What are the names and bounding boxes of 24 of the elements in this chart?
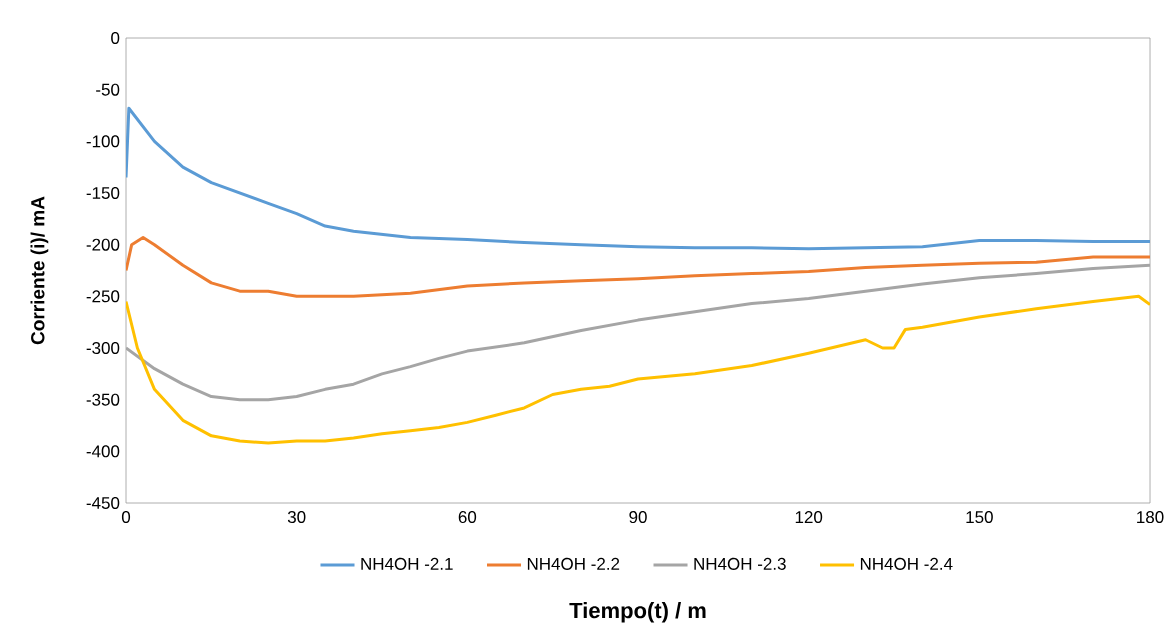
x-tick-label: 0 bbox=[121, 511, 131, 524]
legend-label: NH4OH -2.2 bbox=[527, 557, 620, 570]
y-tick-label: -150 bbox=[86, 186, 120, 200]
y-tick-label: -100 bbox=[86, 135, 120, 148]
legend-label: NH4OH -2.3 bbox=[694, 557, 786, 570]
x-axis-title: Tiempo(t) / m bbox=[569, 602, 706, 623]
y-tick-label: -300 bbox=[86, 341, 120, 355]
line-series bbox=[126, 294, 1151, 445]
x-tick-label: 60 bbox=[458, 511, 477, 524]
y-tick-label: -450 bbox=[86, 496, 120, 510]
y-tick-label: -250 bbox=[86, 290, 120, 303]
x-tick-label: 150 bbox=[966, 511, 993, 524]
legend-label: NH4OH -2.1 bbox=[361, 557, 453, 570]
y-tick-label: -350 bbox=[86, 393, 120, 406]
y-tick-label: -400 bbox=[86, 445, 120, 458]
x-tick-label: 30 bbox=[287, 511, 306, 524]
x-tick-label: 90 bbox=[629, 511, 647, 524]
y-tick-label: -50 bbox=[96, 83, 120, 96]
x-tick-label: 180 bbox=[1137, 511, 1164, 524]
y-tick-label: -200 bbox=[86, 238, 120, 251]
x-tick-label: 120 bbox=[795, 511, 823, 524]
y-tick-label: 0 bbox=[111, 31, 120, 45]
y-axis-title: Corriente (i)/ mA bbox=[30, 196, 49, 345]
legend-label: NH4OH -2.4 bbox=[860, 557, 953, 570]
